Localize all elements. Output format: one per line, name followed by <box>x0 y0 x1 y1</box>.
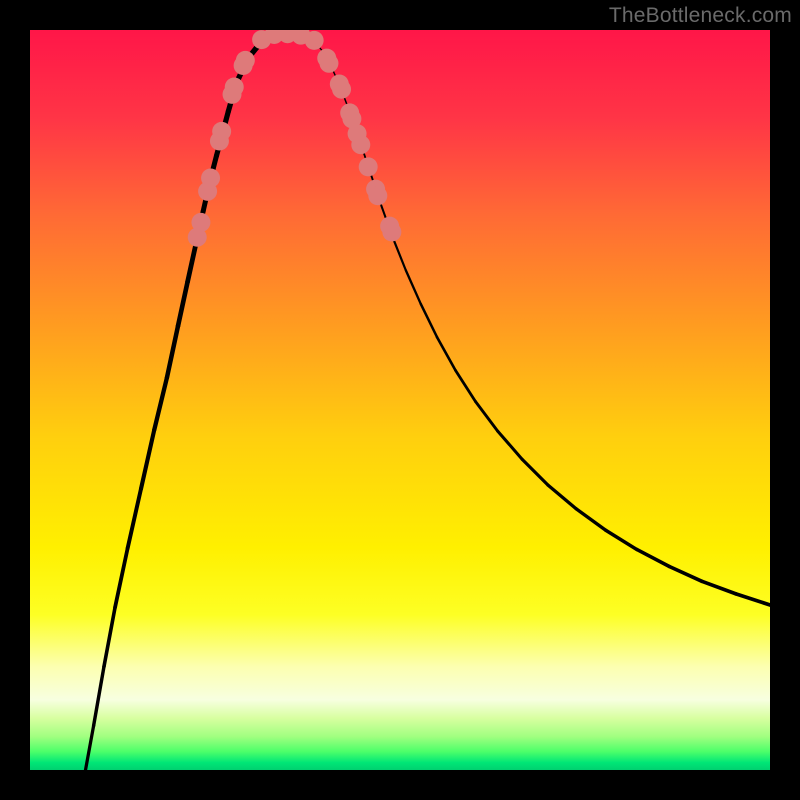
curve-segment <box>86 726 94 770</box>
data-marker <box>225 77 244 96</box>
data-marker <box>319 54 338 73</box>
curve-segment <box>702 581 736 594</box>
curve-segment <box>456 370 476 401</box>
data-marker <box>191 213 210 232</box>
curve-segment <box>498 431 522 459</box>
plot-area <box>30 30 770 770</box>
data-marker <box>212 122 231 141</box>
curve-segment <box>548 485 576 509</box>
curve-segment <box>475 401 497 431</box>
data-marker <box>332 80 351 99</box>
curve-segment <box>669 567 702 582</box>
curve-segment <box>167 326 178 378</box>
curve-segment <box>522 459 548 485</box>
curve-segment <box>736 594 770 605</box>
watermark-text: TheBottleneck.com <box>609 4 792 28</box>
curve-segment <box>437 337 456 370</box>
data-marker <box>368 186 387 205</box>
data-marker <box>382 223 401 242</box>
data-marker <box>351 135 370 154</box>
curve-segment <box>421 304 437 337</box>
chart-container: TheBottleneck.com <box>0 0 800 800</box>
curve-segment <box>606 530 637 549</box>
curve-layer <box>30 30 770 770</box>
data-marker <box>201 169 220 188</box>
curve-segment <box>104 607 115 666</box>
curve-segment <box>154 378 167 430</box>
curve-segment <box>178 282 188 326</box>
data-marker <box>359 157 378 176</box>
curve-segment <box>141 430 154 489</box>
curve-segment <box>188 245 196 282</box>
curve-segment <box>94 666 104 725</box>
curve-segment <box>115 548 128 607</box>
curve-segment <box>393 237 406 270</box>
curve-segment <box>406 271 421 304</box>
curve-segment <box>128 489 141 548</box>
data-marker <box>305 31 324 50</box>
curve-segment <box>576 509 606 530</box>
data-marker <box>236 51 255 70</box>
curve-segment <box>637 549 670 566</box>
